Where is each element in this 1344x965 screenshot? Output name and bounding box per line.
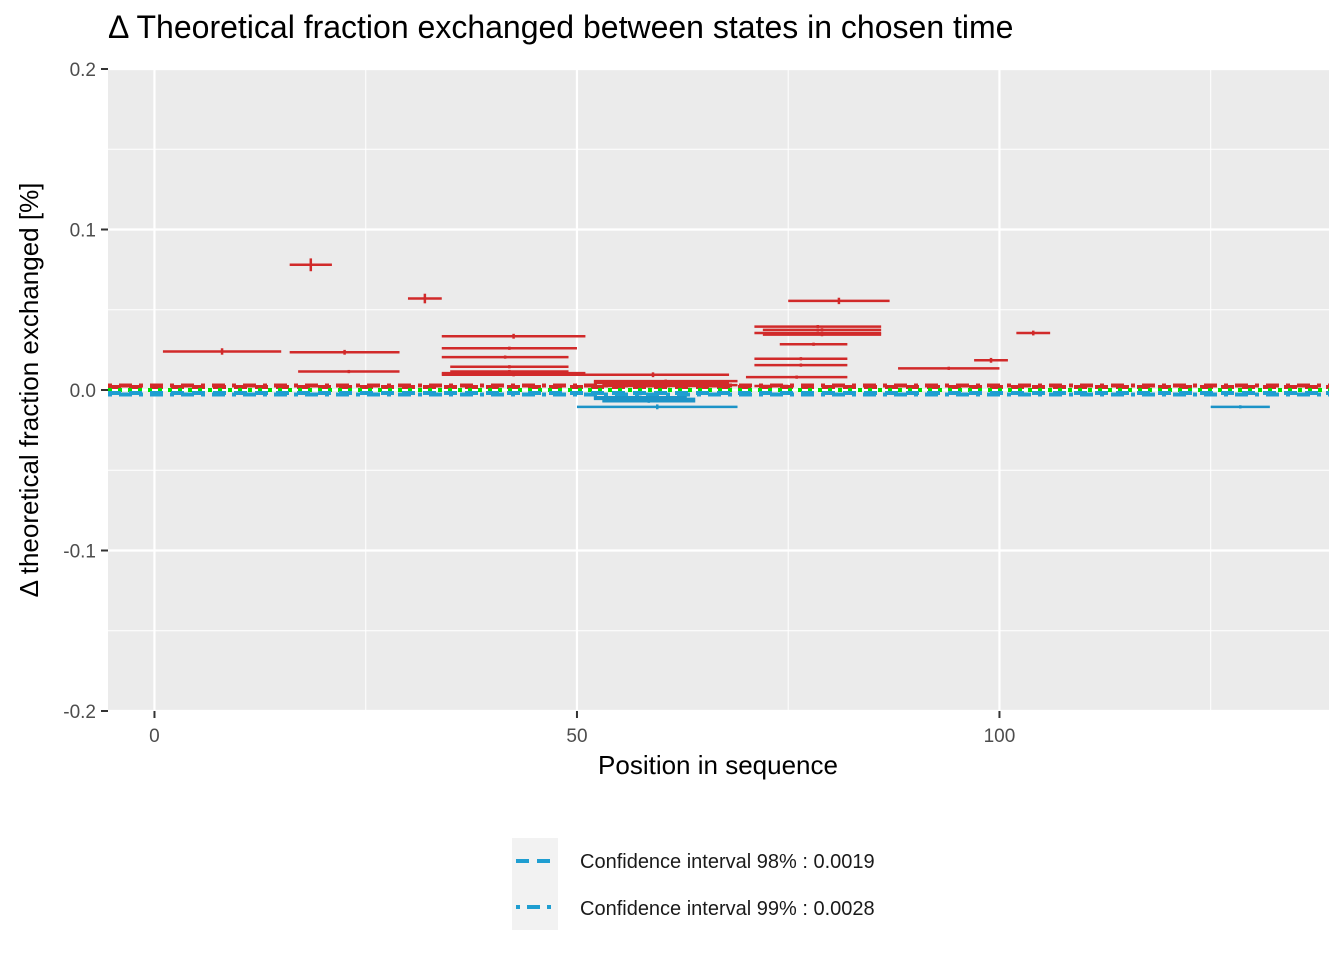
x-axis-label: Position in sequence [598, 750, 838, 780]
chart-title: Δ Theoretical fraction exchanged between… [108, 9, 1013, 45]
y-axis: -0.2 -0.1 0.0 0.1 0.2 [63, 60, 108, 723]
legend: Confidence interval 98% : 0.0019 Confide… [512, 838, 875, 930]
y-axis-label: Δ theoretical fraction exchanged [%] [14, 183, 44, 598]
legend-key-background [512, 838, 558, 930]
x-tick-label: 0 [149, 726, 160, 747]
y-tick-label: -0.1 [63, 542, 96, 563]
y-tick-label: 0.0 [70, 381, 96, 402]
y-tick-label: 0.2 [70, 60, 96, 81]
y-tick-label: 0.1 [70, 221, 96, 242]
x-tick-label: 100 [984, 726, 1016, 747]
x-tick-label: 50 [566, 726, 587, 747]
threshold-lines [108, 383, 1329, 397]
legend-label-ci98: Confidence interval 98% : 0.0019 [580, 851, 875, 873]
data-segments [162, 258, 1270, 410]
x-axis: 0 50 100 [149, 711, 1015, 747]
y-tick-label: -0.2 [63, 702, 96, 723]
legend-label-ci99: Confidence interval 99% : 0.0028 [580, 898, 875, 920]
